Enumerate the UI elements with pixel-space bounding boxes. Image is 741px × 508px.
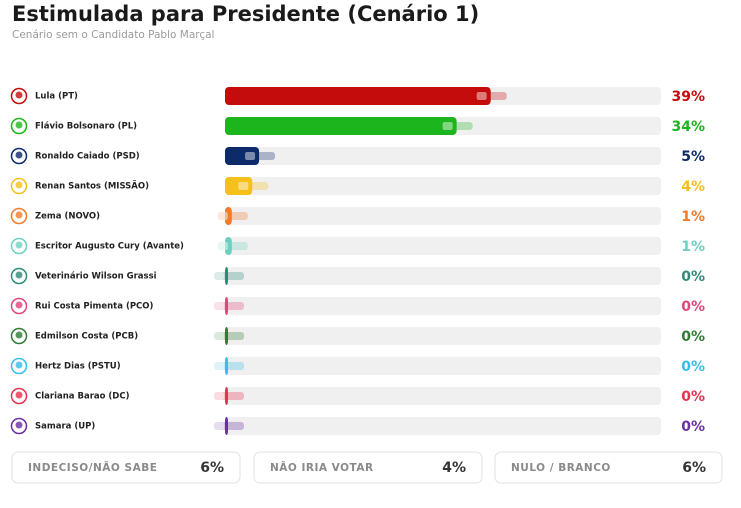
bar-shine xyxy=(476,92,487,100)
chart-title: Estimulada para Presidente (Cenário 1) xyxy=(12,2,479,26)
candidate-name: Samara (UP) xyxy=(35,422,95,432)
avatar-face xyxy=(15,211,23,219)
bar xyxy=(225,387,228,405)
summary-value: 6% xyxy=(200,460,224,476)
value-label: 0% xyxy=(681,329,705,345)
avatar-face xyxy=(15,241,23,249)
candidate-name: Renan Santos (MISSÃO) xyxy=(35,181,149,192)
bar xyxy=(225,237,232,255)
value-label: 1% xyxy=(681,239,705,255)
candidate-name: Rui Costa Pimenta (PCO) xyxy=(35,302,154,312)
avatar-face xyxy=(15,421,23,429)
candidate-name: Clariana Barao (DC) xyxy=(35,392,130,402)
bar-tail xyxy=(214,302,244,310)
avatar-face xyxy=(15,181,23,189)
avatar-face xyxy=(15,151,23,159)
value-label: 0% xyxy=(681,269,705,285)
bar-shine xyxy=(214,302,224,310)
summary-box xyxy=(494,451,723,484)
candidate-name: Zema (NOVO) xyxy=(35,212,100,222)
candidate-name: Edmilson Costa (PCB) xyxy=(35,332,138,342)
avatar-face xyxy=(15,301,23,309)
summary-label: NULO / BRANCO xyxy=(511,462,611,474)
bar-shine xyxy=(238,182,249,190)
candidate-name: Veterinário Wilson Grassi xyxy=(35,272,157,282)
bar xyxy=(225,87,491,105)
bar-track xyxy=(225,207,661,225)
bar xyxy=(225,147,260,165)
bar-shine xyxy=(245,152,256,160)
candidate-name: Hertz Dias (PSTU) xyxy=(35,362,121,372)
bar-shine xyxy=(214,392,224,400)
avatar-face xyxy=(15,361,23,369)
avatar-face xyxy=(15,121,23,129)
value-label: 4% xyxy=(681,179,705,195)
bar-track xyxy=(225,147,661,165)
bar xyxy=(225,207,232,225)
summary-box xyxy=(11,451,241,484)
value-label: 0% xyxy=(681,419,705,435)
bar-track xyxy=(225,267,661,285)
candidate-name: Lula (PT) xyxy=(35,92,78,102)
bar-track xyxy=(225,297,661,315)
bar-tail xyxy=(214,272,244,280)
bar xyxy=(225,417,228,435)
bar xyxy=(225,117,457,135)
bar-tail xyxy=(214,392,244,400)
candidate-name: Escritor Augusto Cury (Avante) xyxy=(35,242,184,252)
summary-box xyxy=(253,451,483,484)
bar-shine xyxy=(214,332,224,340)
summary-value: 4% xyxy=(442,460,466,476)
candidate-name: Ronaldo Caiado (PSD) xyxy=(35,152,140,162)
bar-track xyxy=(225,177,661,195)
avatar-face xyxy=(15,331,23,339)
value-label: 5% xyxy=(681,149,705,165)
summary-label: INDECISO/NÃO SABE xyxy=(28,461,157,474)
bar xyxy=(225,267,228,285)
bar-shine xyxy=(214,272,224,280)
chart-subtitle: Cenário sem o Candidato Pablo Marçal xyxy=(12,29,214,41)
bar-track xyxy=(225,237,661,255)
bar-shine xyxy=(442,122,453,130)
bar-track xyxy=(225,387,661,405)
bar xyxy=(225,327,228,345)
value-label: 0% xyxy=(681,359,705,375)
value-label: 0% xyxy=(681,389,705,405)
value-label: 39% xyxy=(671,89,705,105)
bar-track xyxy=(225,357,661,375)
bar-track xyxy=(225,417,661,435)
value-label: 0% xyxy=(681,299,705,315)
bar xyxy=(225,297,228,315)
bar-tail xyxy=(214,422,244,430)
summary-label: NÃO IRIA VOTAR xyxy=(270,461,374,474)
bar-shine xyxy=(214,362,224,370)
avatar-face xyxy=(15,391,23,399)
bar-tail xyxy=(214,332,244,340)
bar xyxy=(225,177,253,195)
bar-tail xyxy=(214,362,244,370)
candidate-name: Flávio Bolsonaro (PL) xyxy=(35,122,137,132)
bar-shine xyxy=(217,242,228,250)
bar-shine xyxy=(214,422,224,430)
bar xyxy=(225,357,228,375)
bar-track xyxy=(225,327,661,345)
bar-shine xyxy=(217,212,228,220)
avatar-face xyxy=(15,271,23,279)
value-label: 34% xyxy=(671,119,705,135)
summary-value: 6% xyxy=(682,460,706,476)
avatar-face xyxy=(15,91,23,99)
value-label: 1% xyxy=(681,209,705,225)
